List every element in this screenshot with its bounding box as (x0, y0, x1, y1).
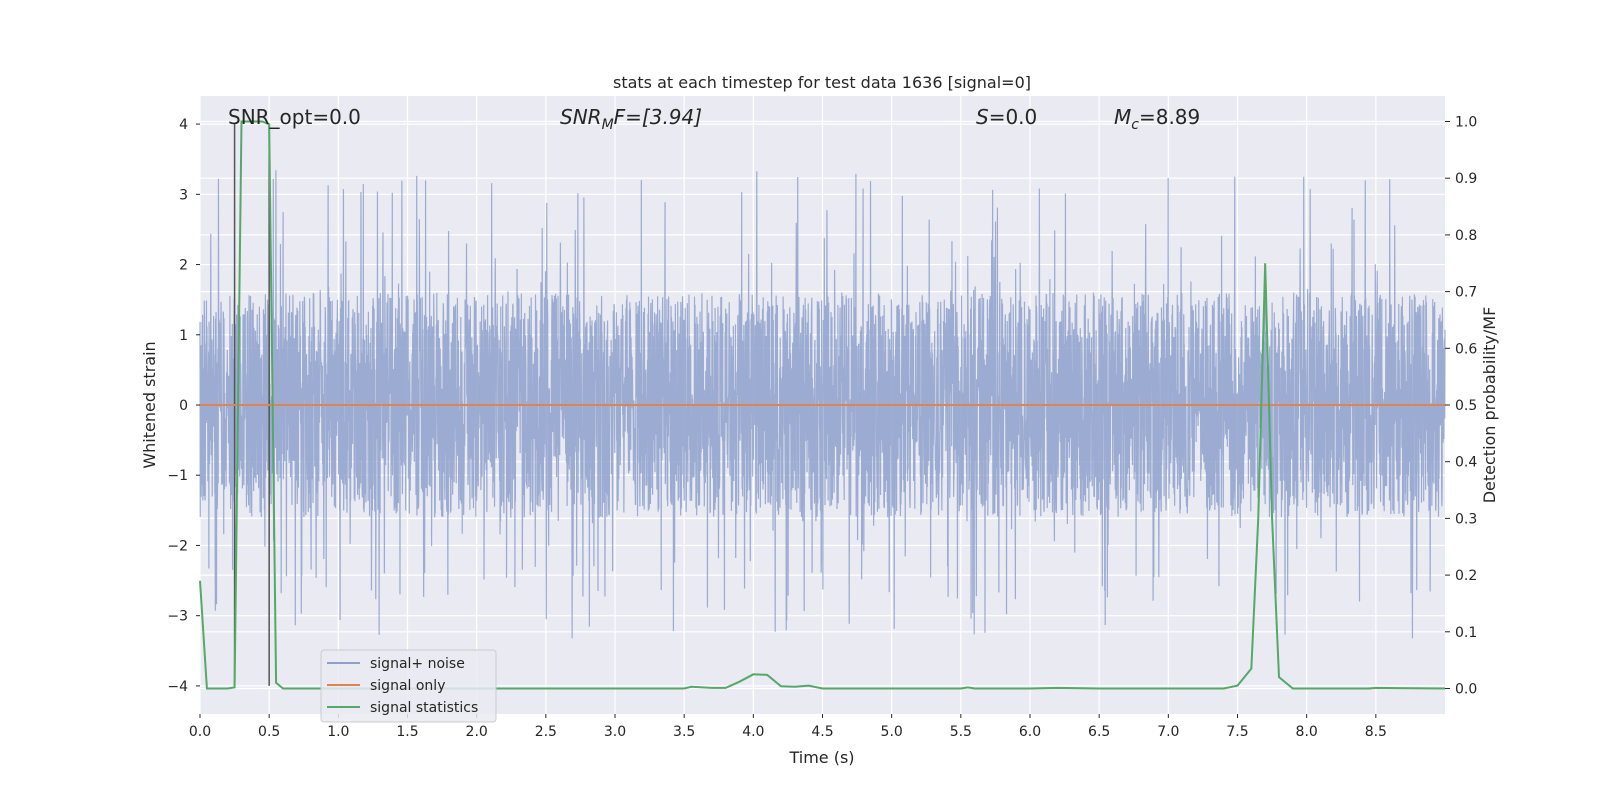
y-right-tick-label-1: 0.9 (1455, 171, 1477, 187)
x-tick-label-10: 5.0 (881, 724, 903, 740)
y-right-tick-label-6: 0.4 (1455, 455, 1477, 471)
legend-box (320, 649, 497, 723)
legend-label-signal-only: signal only (370, 678, 445, 694)
y-right-tick-label-0: 1.0 (1455, 115, 1477, 131)
annotation-s-main: S (976, 105, 989, 129)
x-tick-label-11: 5.5 (950, 724, 972, 740)
noise-line (199, 170, 1446, 639)
y-left-tick-label-7: −3 (167, 609, 188, 625)
x-tick-label-6: 3.0 (604, 724, 626, 740)
y-right-tick-label-9: 0.1 (1455, 625, 1477, 641)
x-tick-label-0: 0.0 (189, 724, 211, 740)
x-axis-label: Time (s) (788, 748, 854, 767)
y-right-axis-label: Detection probability/MF (1480, 307, 1499, 504)
y-left-axis-ticks: 4 3 2 1 0 −1 −2 −3 −4 (167, 117, 200, 695)
y-right-tick-label-3: 0.7 (1455, 285, 1477, 301)
y-right-tick-label-5: 0.5 (1455, 398, 1477, 414)
annotation-mc-rest: =8.89 (1139, 105, 1200, 129)
y-right-tick-label-7: 0.3 (1455, 511, 1477, 527)
x-tick-label-15: 7.5 (1226, 724, 1248, 740)
x-tick-label-1: 0.5 (258, 724, 280, 740)
annotation-snr-opt: SNR_opt=0.0 (228, 105, 361, 129)
y-left-tick-label-8: −4 (167, 679, 188, 695)
x-tick-label-9: 4.5 (811, 724, 833, 740)
x-tick-label-13: 6.5 (1088, 724, 1110, 740)
x-tick-label-4: 2.0 (466, 724, 488, 740)
y-left-axis-label: Whitened strain (140, 341, 159, 468)
annotation-snr-mf-main: SNR (560, 105, 602, 129)
y-left-tick-label-5: −1 (167, 468, 188, 484)
legend-label-signal-noise: signal+ noise (370, 656, 465, 672)
y-left-tick-label-2: 2 (179, 258, 188, 274)
x-tick-label-7: 3.5 (673, 724, 695, 740)
y-right-tick-label-4: 0.6 (1455, 341, 1477, 357)
chart-title: stats at each timestep for test data 163… (613, 73, 1031, 92)
annotation-mc-sub: c (1131, 117, 1139, 133)
x-tick-label-3: 1.5 (396, 724, 418, 740)
legend-label-signal-statistics: signal statistics (370, 700, 478, 716)
y-right-axis-ticks: 1.0 0.9 0.8 0.7 0.6 0.5 0.4 0.3 0.2 0.1 0.0 (1445, 115, 1477, 697)
legend: signal+ noise signal only signal statist… (320, 649, 497, 723)
series-signal-noise (199, 170, 1446, 639)
x-tick-label-2: 1.0 (327, 724, 349, 740)
annotation-mc-main: M (1114, 105, 1131, 129)
x-tick-label-16: 8.0 (1296, 724, 1318, 740)
y-left-tick-label-4: 0 (179, 398, 188, 414)
x-tick-label-5: 2.5 (535, 724, 557, 740)
annotation-snr-mf-rest: F=[3.94] (614, 105, 702, 129)
annotation-snr-mf: SNRMF=[3.94] (560, 105, 702, 133)
y-left-tick-label-0: 4 (179, 117, 188, 133)
x-axis-ticks: 0.0 0.5 1.0 1.5 2.0 2.5 3.0 3.5 4.0 4.5 5.0 5.5 6.0 6… (189, 714, 1387, 740)
y-left-tick-label-6: −2 (167, 538, 188, 554)
annotation-s: S=0.0 (976, 105, 1037, 129)
x-tick-label-8: 4.0 (742, 724, 764, 740)
signal-statistics-line (199, 120, 1446, 690)
y-left-tick-label-3: 1 (179, 328, 188, 344)
x-tick-label-14: 7.0 (1157, 724, 1179, 740)
y-right-tick-label-10: 0.0 (1455, 681, 1477, 697)
annotation-s-rest: =0.0 (989, 105, 1038, 129)
x-tick-label-12: 6.0 (1019, 724, 1041, 740)
y-left-tick-label-1: 3 (179, 187, 188, 203)
annotation-mc: Mc=8.89 (1114, 105, 1200, 133)
x-tick-label-17: 8.5 (1365, 724, 1387, 740)
series-signal-statistics (199, 120, 1446, 690)
annotation-snr-mf-sub: M (602, 117, 614, 133)
y-right-tick-label-2: 0.8 (1455, 228, 1477, 244)
y-right-tick-label-8: 0.2 (1455, 568, 1477, 584)
